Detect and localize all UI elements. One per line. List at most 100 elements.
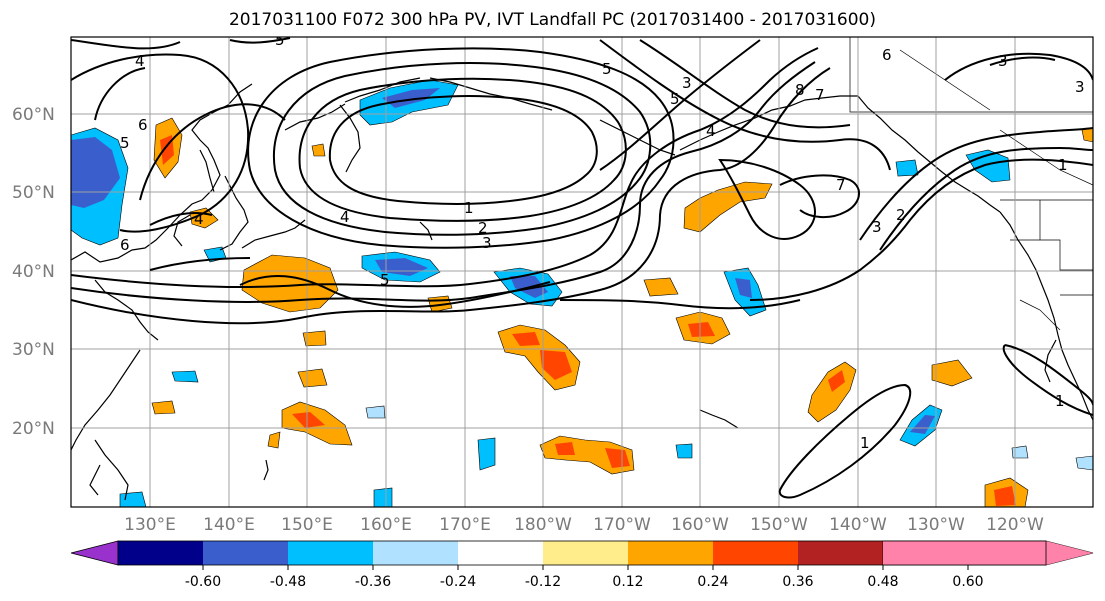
contour-label: 3 [872,218,882,236]
colorbar-segment [543,541,628,565]
positive-anomaly-patch [311,143,326,157]
lat-label: 20°N [12,419,55,439]
negative-anomaly-core [71,137,120,208]
colorbar-segment [798,541,883,565]
lon-label: 130°W [907,515,965,535]
colorbar-label: -0.60 [185,574,221,590]
contour-label: 4 [340,208,350,226]
contour-label-group: 4 5 6 5 4 8 7 6 5 3 3 5 6 4 1 2 3 4 5 3 … [120,31,1085,452]
colorbar-label: -0.12 [525,574,561,590]
colorbar-label: 0.12 [612,574,643,590]
positive-anomaly-core [540,350,572,380]
graticule [71,37,1093,507]
contour-label: 8 [795,81,805,99]
positive-anomaly-patch [151,400,176,415]
colorbar-extend-left [70,540,119,566]
colorbar-label: -0.48 [270,574,306,590]
contour-label: 2 [896,206,906,224]
lon-label: 120°W [986,515,1044,535]
contour-label: 2 [478,219,488,237]
colorbar-label: 0.24 [697,574,728,590]
positive-anomaly-core [292,412,325,428]
map-border [70,36,1094,508]
positive-anomaly-patch [683,181,773,233]
contour-label: 5 [120,134,130,152]
contour-label: 5 [670,90,680,108]
colorbar: -0.60 -0.48 -0.36 -0.24 -0.12 0.12 0.24 … [70,540,1094,590]
contour-label: 3 [482,234,492,252]
colorbar-segment [373,541,458,565]
contour-label: 3 [998,52,1008,70]
contour-label: 6 [882,46,892,64]
colorbar-segment [203,541,288,565]
contour-label: 1 [1058,156,1068,174]
contour-label: 4 [194,210,204,228]
colorbar-segment [458,541,543,565]
coastlines [71,77,1093,501]
negative-anomaly-patch [675,443,693,459]
positive-anomaly-core [555,442,575,455]
positive-anomaly-patch [302,330,327,347]
colorbar-label: 0.48 [867,574,898,590]
pv-contours [71,37,1093,499]
colorbar-segment [118,541,203,565]
positive-anomaly-core [828,370,845,392]
contour-label: 7 [815,86,825,104]
negative-anomaly-core [910,415,935,434]
positive-anomaly-core [605,448,630,468]
contour-label: 7 [836,176,846,194]
negative-anomaly-core [382,88,440,108]
colorbar-label: -0.36 [355,574,391,590]
lon-label: 160°E [360,515,412,535]
colorbar-segment [628,541,713,565]
lon-label: 170°E [439,515,491,535]
positive-anomaly-patch [931,359,973,387]
colorbar-ticks [202,565,969,570]
lon-label: 130°E [124,515,176,535]
positive-anomaly-core [688,322,715,337]
negative-anomaly-patch [1011,445,1029,459]
colorbar-label: -0.24 [440,574,476,590]
contour-label: 4 [706,122,716,140]
positive-anomaly-core [512,332,540,346]
map-title: 2017031100 F072 300 hPa PV, IVT Landfall… [228,10,876,30]
negative-anomaly-patch [373,487,393,507]
negative-anomaly-patch [119,491,147,507]
contour-label: 5 [275,31,285,49]
colorbar-segment [288,541,373,565]
negative-anomaly-patch [477,437,496,471]
lat-label: 50°N [12,183,55,203]
lon-label: 170°W [593,515,651,535]
contour-label: 3 [682,74,692,92]
contour-label: 1 [464,199,474,217]
latitude-labels: 60°N 50°N 40°N 30°N 20°N [12,105,55,439]
positive-anomaly-patch [643,277,679,297]
contour-label: 6 [138,116,148,134]
contour-label: 5 [602,60,612,78]
lat-label: 60°N [12,105,55,125]
colorbar-label: 0.60 [952,574,983,590]
contour-label: 6 [120,236,130,254]
longitude-labels: 130°E 140°E 150°E 160°E 170°E 180°W 170°… [124,515,1044,535]
lat-label: 30°N [12,340,55,360]
lon-label: 150°W [750,515,808,535]
lon-label: 140°W [829,515,887,535]
negative-anomaly-core [735,278,752,298]
lon-label: 150°E [281,515,333,535]
positive-anomaly-core [994,486,1016,506]
positive-anomaly-patch [267,431,281,449]
colorbar-label: 0.36 [782,574,813,590]
contour-label: 4 [135,52,145,70]
contour-label: 1 [1055,392,1065,410]
negative-anomaly-patch [365,405,386,419]
colorbar-segment [883,541,965,565]
positive-anomaly-patch [297,368,328,388]
colorbar-labels: -0.60 -0.48 -0.36 -0.24 -0.12 0.12 0.24 … [185,574,984,590]
contour-label: 1 [860,434,870,452]
lat-label: 40°N [12,262,55,282]
negative-anomaly-patch [895,159,919,177]
negative-anomaly-patch [1075,455,1093,471]
negative-anomaly-patch [171,370,199,383]
lon-label: 180°W [514,515,572,535]
